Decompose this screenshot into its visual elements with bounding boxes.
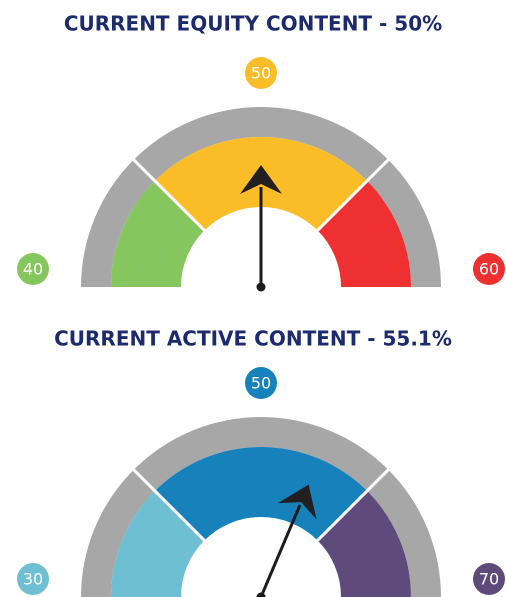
needle-head — [240, 165, 282, 194]
tick-label: 30 — [23, 570, 43, 589]
tick-badge — [245, 367, 277, 399]
tick-badge — [473, 253, 505, 285]
tick-badge — [17, 253, 49, 285]
separator — [131, 467, 206, 542]
tick-label: 60 — [479, 260, 499, 279]
chart-title: CURRENT EQUITY CONTENT - 50% — [64, 12, 442, 36]
outer-band — [81, 107, 441, 287]
needle-hub — [256, 282, 266, 292]
needle — [256, 484, 317, 597]
separator — [316, 467, 391, 542]
tick-label: 40 — [23, 260, 43, 279]
separator — [316, 157, 391, 232]
tick-label: 50 — [251, 64, 271, 83]
gauge-segment — [154, 447, 368, 541]
separator — [131, 157, 206, 232]
needle-hub — [256, 592, 266, 597]
tick-badge — [17, 563, 49, 595]
outer-band — [81, 417, 441, 597]
chart-title: CURRENT ACTIVE CONTENT - 55.1% — [54, 327, 452, 351]
tick-badge — [473, 563, 505, 595]
tick-label: 50 — [251, 374, 271, 393]
tick-badge — [245, 57, 277, 89]
needle-shaft — [259, 504, 302, 597]
tick-label: 70 — [479, 570, 499, 589]
needle-head — [277, 484, 317, 520]
needle — [240, 165, 282, 292]
